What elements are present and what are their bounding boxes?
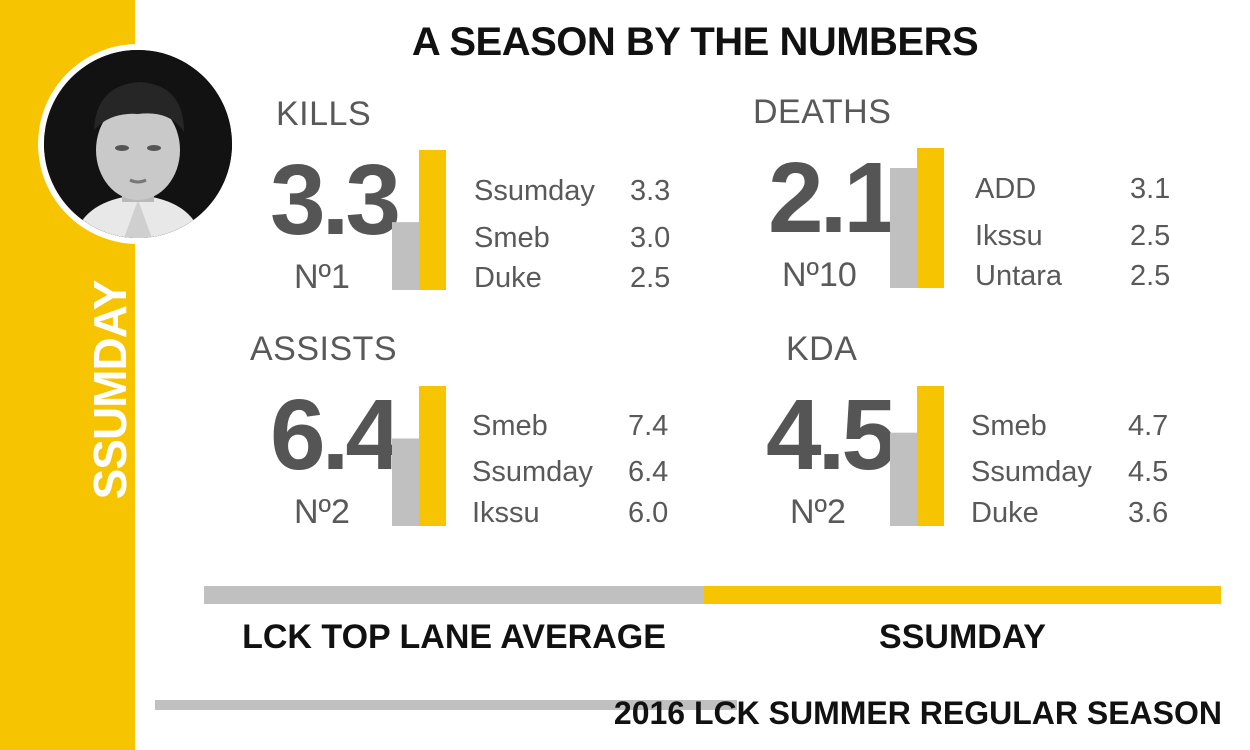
legend-average-swatch [204, 586, 704, 604]
kda-label: KDA [786, 330, 858, 368]
page-title: A SEASON BY THE NUMBERS [411, 20, 979, 64]
assists-rank-2-name: Ssumday [472, 456, 593, 488]
kda-average-bar [890, 432, 917, 526]
legend-average-label: LCK TOP LANE AVERAGE [242, 618, 666, 656]
kda-rank-3-name: Duke [971, 497, 1039, 529]
assists-average-bar [392, 438, 419, 526]
assists-rank: Nº2 [294, 493, 350, 531]
kills-rank-2-value: 3.0 [630, 222, 671, 254]
assists-value: 6.4 [270, 379, 401, 491]
kda-player-bar [917, 386, 944, 526]
player-photo [44, 50, 232, 238]
footer-divider [155, 700, 737, 710]
kills-label: KILLS [276, 95, 372, 133]
kills-rank-2-name: Smeb [474, 222, 550, 254]
deaths-label: DEATHS [753, 93, 892, 131]
kills-bar-chart [392, 150, 446, 290]
kda-value: 4.5 [766, 379, 897, 491]
assists-label: ASSISTS [250, 330, 398, 368]
deaths-rank-1-name: ADD [975, 173, 1037, 205]
assists-rank-3-value: 6.0 [628, 497, 669, 529]
deaths-average-bar [890, 168, 917, 288]
assists-rank-3-name: Ikssu [472, 497, 540, 529]
deaths-bar-chart [890, 148, 944, 288]
assists-bar-chart [392, 386, 446, 526]
kills-rank-3-name: Duke [474, 262, 542, 294]
deaths-value: 2.1 [768, 142, 899, 254]
deaths-rank-2-name: Ikssu [975, 220, 1043, 252]
assists-player-bar [419, 386, 446, 526]
legend-player-label: SSUMDAY [879, 618, 1046, 656]
kills-rank: Nº1 [294, 258, 350, 296]
deaths-rank-2-value: 2.5 [1130, 220, 1171, 252]
deaths-rank-3-value: 2.5 [1130, 260, 1171, 292]
avatar [38, 44, 238, 244]
assists-rank-2-value: 6.4 [628, 456, 669, 488]
player-name-vertical: SSUMDAY [84, 280, 136, 500]
kda-rank-1-value: 4.7 [1128, 410, 1169, 442]
kills-rank-3-value: 2.5 [630, 262, 671, 294]
season-footer: 2016 LCK SUMMER REGULAR SEASON [613, 695, 1222, 731]
deaths-player-bar [917, 148, 944, 288]
kills-rank-1-value: 3.3 [630, 175, 671, 207]
deaths-rank-3-name: Untara [975, 260, 1063, 292]
assists-rank-1-name: Smeb [472, 410, 548, 442]
kda-rank-3-value: 3.6 [1128, 497, 1169, 529]
kda-rank: Nº2 [790, 493, 846, 531]
kills-rank-1-name: Ssumday [474, 175, 595, 207]
kda-rank-2-value: 4.5 [1128, 456, 1169, 488]
deaths-rank: Nº10 [782, 256, 857, 294]
kda-bar-chart [890, 386, 944, 526]
assists-rank-1-value: 7.4 [628, 410, 669, 442]
kills-average-bar [392, 222, 419, 290]
kda-rank-1-name: Smeb [971, 410, 1047, 442]
kills-value: 3.3 [270, 144, 401, 256]
kills-player-bar [419, 150, 446, 290]
kda-rank-2-name: Ssumday [971, 456, 1092, 488]
legend-player-swatch [704, 586, 1221, 604]
deaths-rank-1-value: 3.1 [1130, 173, 1171, 205]
